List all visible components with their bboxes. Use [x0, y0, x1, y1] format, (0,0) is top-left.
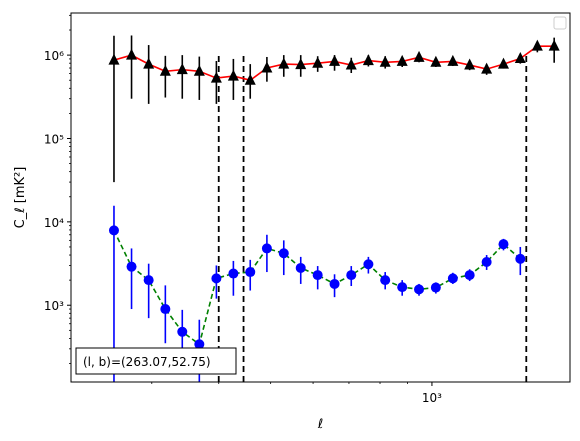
- upper-point: [244, 73, 256, 85]
- y-axis-label: C_ℓ [mK²]: [13, 167, 28, 229]
- upper-point: [430, 55, 442, 67]
- upper-point: [531, 39, 543, 51]
- lower-point: [498, 239, 509, 250]
- upper-point: [261, 61, 273, 73]
- upper-point: [108, 53, 120, 65]
- upper-point: [312, 56, 324, 68]
- upper-point: [345, 58, 357, 70]
- lower-point: [278, 248, 289, 259]
- y-tick-label: 10⁵: [44, 132, 64, 146]
- lower-point: [295, 262, 306, 273]
- lower-point: [447, 273, 458, 284]
- upper-point: [514, 52, 526, 64]
- x-axis-label: ℓ: [317, 417, 323, 432]
- annotation-text: (l, b)=(263.07,52.75): [83, 355, 211, 369]
- upper-point: [176, 63, 188, 75]
- lower-point: [143, 275, 154, 286]
- upper-point: [295, 58, 307, 70]
- y-tick-label: 10⁴: [44, 216, 64, 230]
- lower-point: [126, 261, 137, 272]
- plot-frame: [70, 12, 571, 383]
- upper-point: [159, 64, 171, 76]
- lower-point: [160, 304, 171, 315]
- upper-point: [126, 48, 138, 60]
- lower-point: [481, 257, 492, 267]
- series-upper: [108, 35, 560, 183]
- axis-ticks: 10³ 10⁴ 10⁵ 10⁶ 10³: [44, 14, 442, 405]
- upper-point: [464, 58, 476, 70]
- lower-point: [430, 282, 441, 293]
- lower-point: [108, 225, 119, 236]
- lower-point: [261, 243, 272, 254]
- y-tick-label: 10⁶: [44, 49, 64, 63]
- legend-box: [553, 16, 567, 30]
- upper-point: [362, 54, 374, 66]
- upper-point: [447, 54, 459, 66]
- lower-point: [245, 267, 256, 278]
- upper-point: [329, 54, 341, 66]
- lower-point: [515, 253, 526, 264]
- lower-point: [194, 339, 205, 350]
- annotation-box: (l, b)=(263.07,52.75): [75, 347, 237, 375]
- x-tick-label: 10³: [422, 391, 442, 405]
- upper-point: [413, 50, 425, 62]
- upper-point: [497, 57, 509, 69]
- upper-point: [143, 57, 155, 69]
- upper-point: [379, 55, 391, 67]
- vertical-lines: [217, 55, 528, 382]
- upper-point: [396, 54, 408, 66]
- lower-point: [397, 282, 408, 293]
- upper-point: [227, 69, 239, 81]
- lower-point: [346, 270, 357, 281]
- y-tick-label: 10³: [44, 299, 64, 313]
- lower-point: [312, 270, 323, 281]
- upper-point: [481, 62, 493, 74]
- lower-point: [228, 268, 239, 279]
- upper-point: [210, 71, 222, 83]
- lower-point: [177, 326, 188, 337]
- upper-point: [548, 39, 560, 51]
- upper-point: [193, 64, 205, 76]
- lower-point: [211, 273, 222, 284]
- lower-point: [414, 284, 425, 295]
- lower-point: [329, 278, 340, 289]
- lower-point: [464, 270, 475, 281]
- lower-point: [363, 259, 374, 270]
- upper-point: [278, 57, 290, 69]
- lower-point: [380, 275, 391, 286]
